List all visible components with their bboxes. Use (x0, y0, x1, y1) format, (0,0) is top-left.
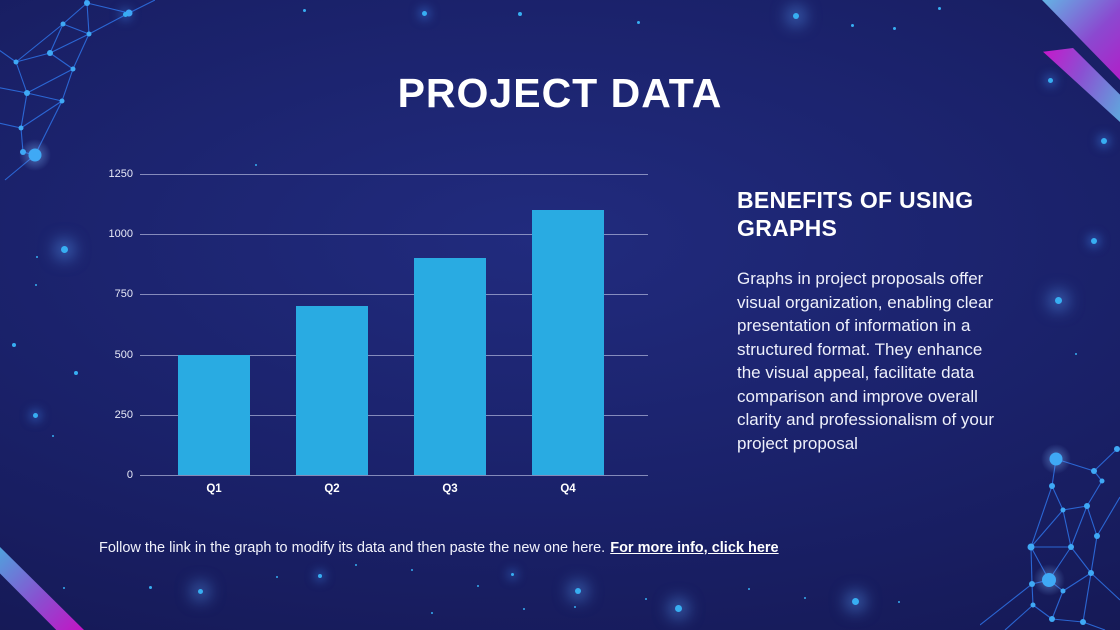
x-tick-label: Q2 (324, 483, 340, 495)
glow-dot (422, 11, 427, 16)
bar-chart: 0 250 500 750 1000 1250 Q1 Q2 Q3 Q4 (95, 160, 660, 505)
glow-dot (793, 13, 799, 19)
glow-dot (523, 608, 525, 610)
y-tick-label: 1250 (108, 168, 133, 180)
glow-dot (898, 601, 900, 603)
glow-dot (851, 24, 854, 27)
footer-note: Follow the link in the graph to modify i… (99, 540, 779, 556)
y-tick-label: 250 (114, 408, 133, 421)
glow-dot (675, 605, 682, 612)
gridline (140, 174, 648, 175)
glow-dot (511, 573, 514, 576)
glow-dot (36, 256, 38, 258)
x-tick-label: Q1 (206, 483, 222, 495)
glow-dot (1075, 353, 1077, 355)
gridline (140, 234, 648, 236)
corner-stripe-bottom-left (0, 547, 84, 630)
glow-dot (637, 21, 640, 24)
plexus-network-bottom-right (980, 444, 1120, 630)
chart-bar-q3 (414, 258, 486, 475)
gridline (140, 414, 648, 416)
y-tick-label: 750 (114, 288, 133, 301)
glow-dot (52, 435, 54, 437)
glow-dot (804, 597, 806, 599)
glow-dot (63, 587, 65, 589)
glow-dot (12, 343, 16, 347)
glow-dot (355, 564, 357, 566)
y-tick-label: 1000 (108, 228, 133, 241)
glow-dot (149, 586, 152, 589)
glow-dot (303, 9, 306, 12)
glow-dot (276, 576, 278, 578)
glow-dot (255, 164, 257, 166)
glow-dot (123, 12, 128, 17)
chart-bar-q4 (532, 210, 604, 475)
glow-dot (35, 284, 37, 286)
x-tick-label: Q3 (442, 483, 458, 495)
chart-bar-q1 (178, 354, 250, 475)
benefits-body: Graphs in project proposals offer visual… (737, 269, 995, 453)
chart-bar-q2 (296, 306, 368, 475)
glow-dot (938, 7, 941, 10)
glow-dot (518, 12, 522, 16)
page-title: PROJECT DATA (397, 70, 723, 116)
gridline (140, 354, 648, 356)
glow-dot (574, 606, 576, 608)
glow-dot (893, 27, 896, 30)
gridline (140, 475, 648, 476)
plexus-network-top-left (0, 0, 155, 181)
y-tick-label: 500 (114, 348, 133, 361)
footer-text: Follow the link in the graph to modify i… (99, 540, 606, 556)
glow-dot (318, 574, 322, 578)
benefits-heading: BENEFITS OF USING GRAPHS (737, 187, 974, 241)
glow-dot (411, 569, 413, 571)
y-tick-label: 0 (126, 469, 133, 481)
glow-dot (1101, 138, 1107, 144)
glow-dot (1048, 78, 1053, 83)
glow-dot (1055, 297, 1062, 304)
glow-dot (33, 413, 38, 418)
glow-dot (198, 589, 203, 594)
glow-dot (74, 371, 78, 375)
glow-dot (477, 585, 479, 587)
benefits-panel: BENEFITS OF USING GRAPHS Graphs in proje… (737, 186, 995, 455)
glow-dot (431, 612, 433, 614)
glow-dot (748, 588, 750, 590)
glow-dot (852, 598, 859, 605)
x-tick-label: Q4 (560, 483, 576, 495)
glow-dot (1091, 238, 1097, 244)
glow-dot (575, 588, 581, 594)
footer-link[interactable]: For more info, click here (610, 540, 779, 556)
glow-dot (61, 246, 68, 253)
gridline (140, 294, 648, 296)
glow-dot (645, 598, 647, 600)
